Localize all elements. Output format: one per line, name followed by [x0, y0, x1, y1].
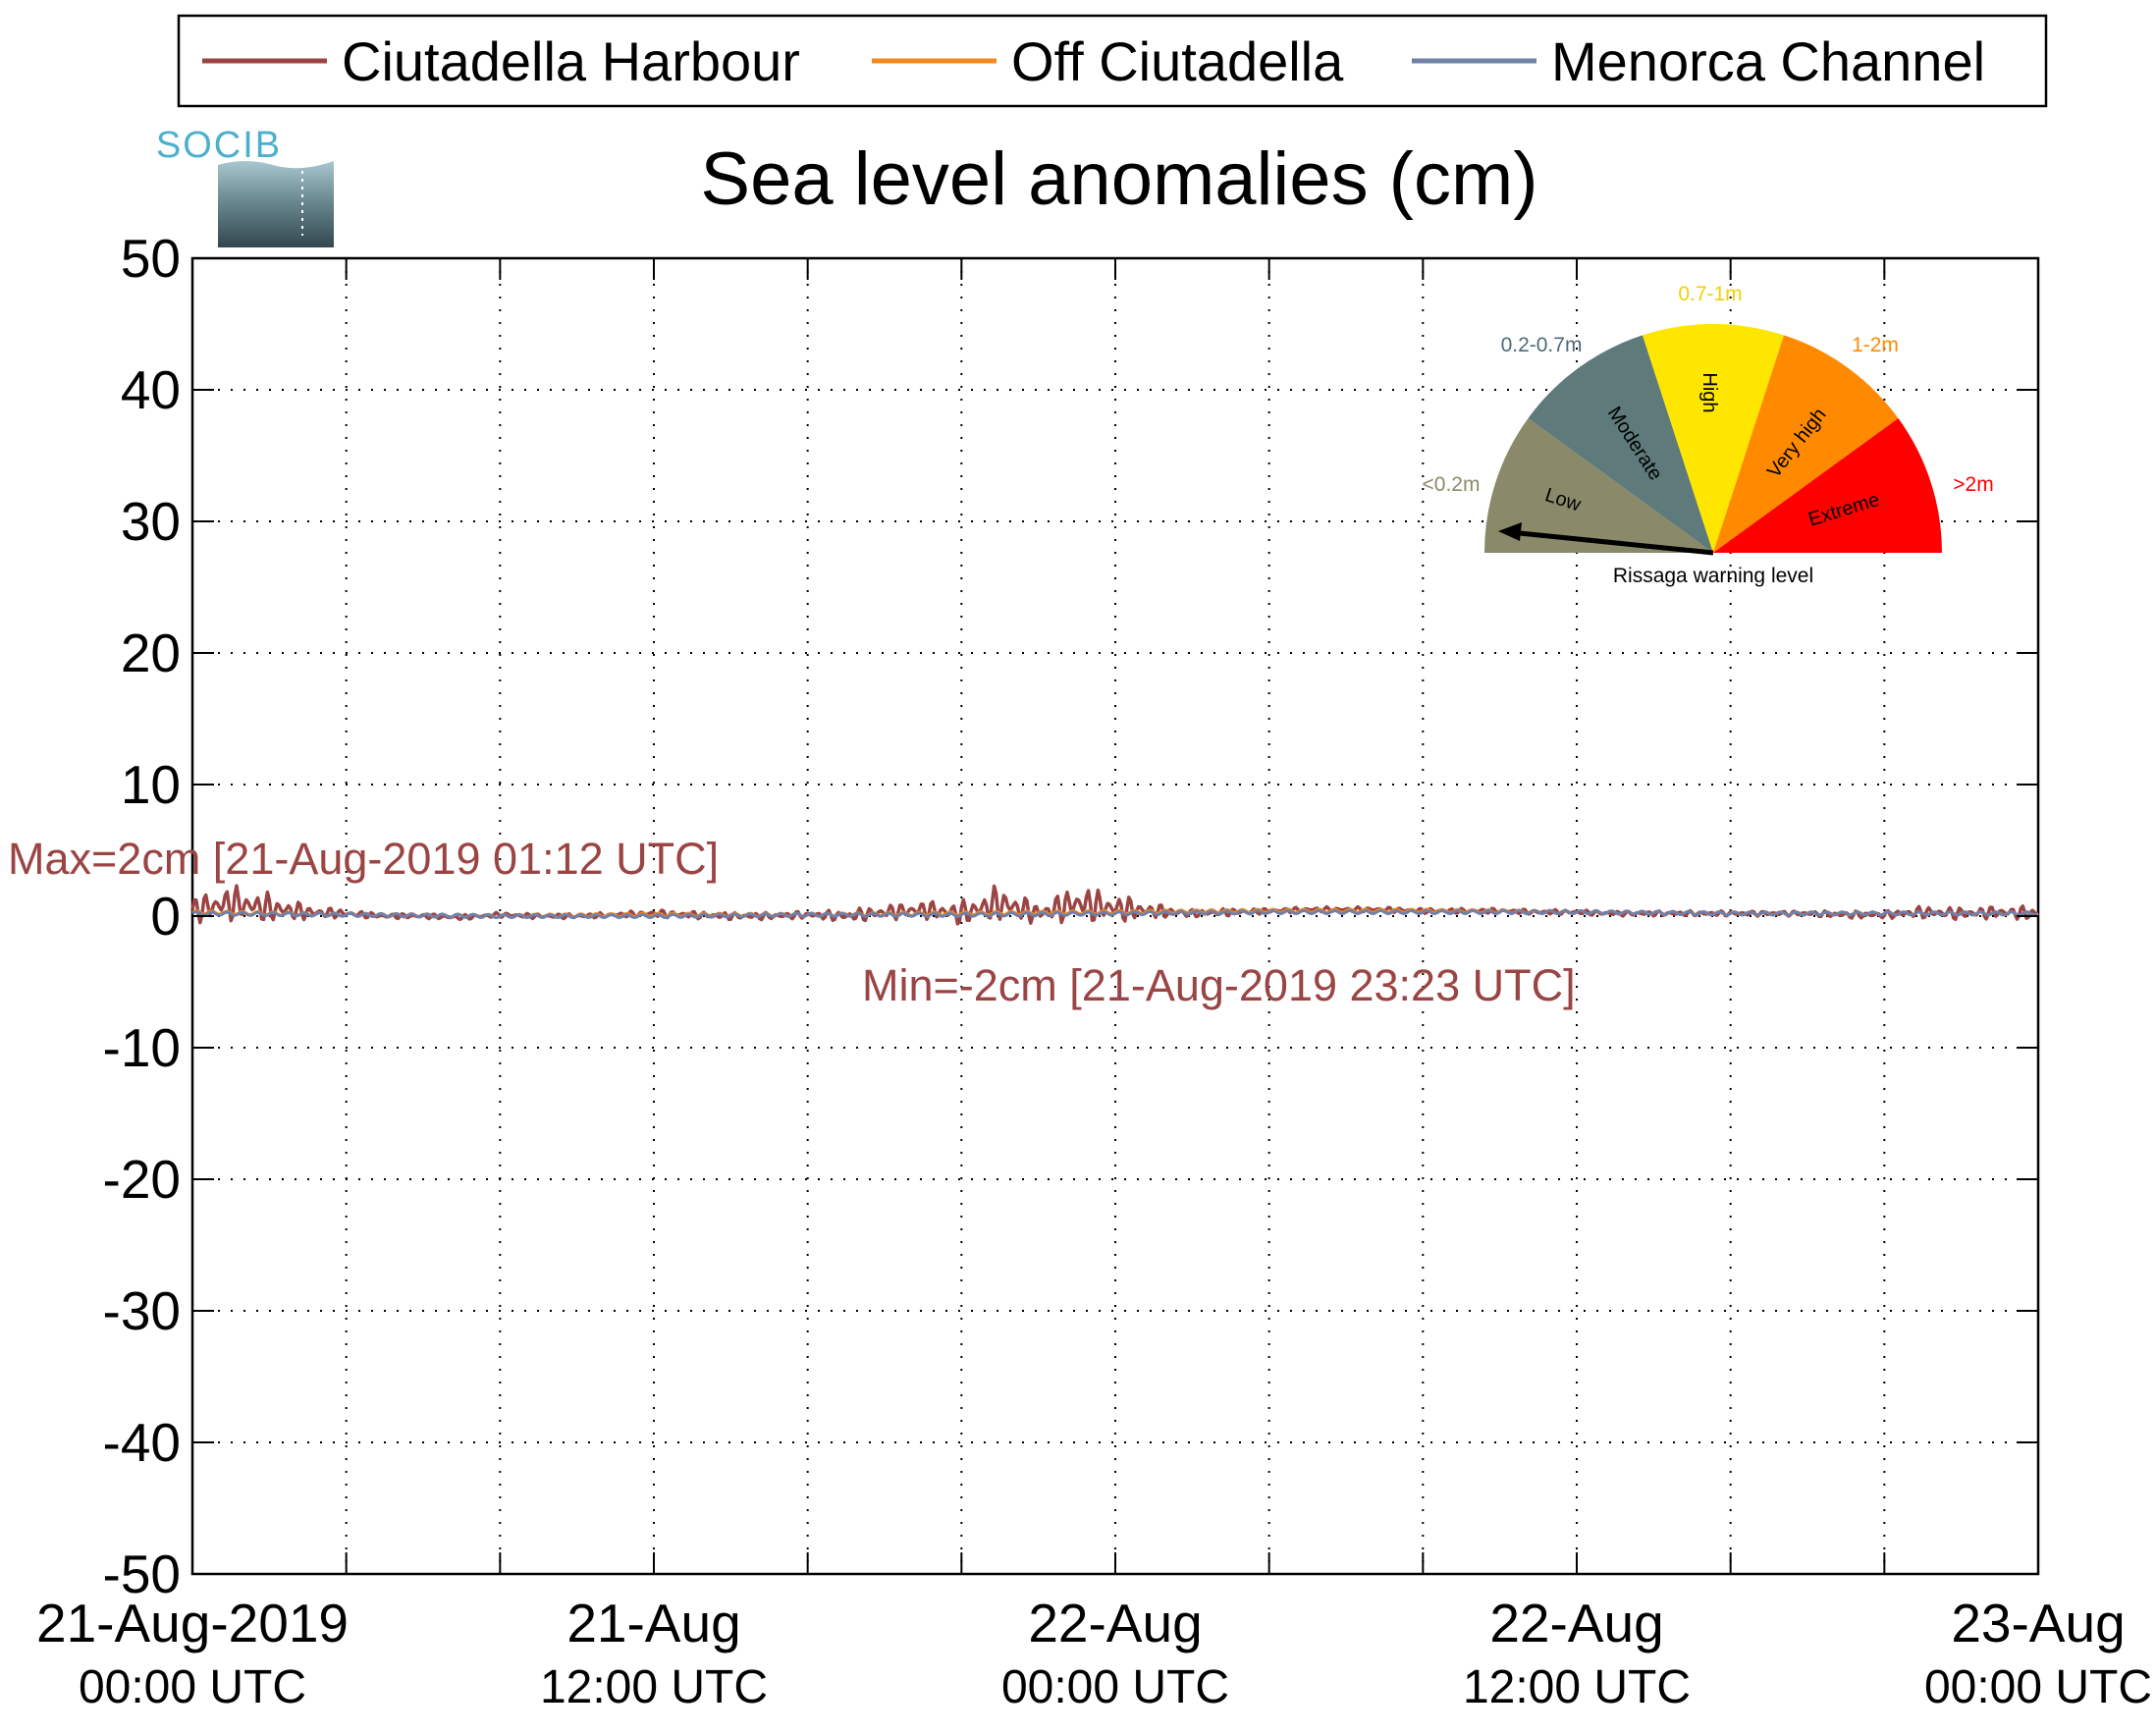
- y-tick-label: -20: [103, 1149, 182, 1210]
- socib-logo-text: SOCIB: [156, 125, 282, 166]
- chart-title: Sea level anomalies (cm): [700, 137, 1537, 221]
- y-tick-label: 0: [150, 886, 181, 947]
- socib-logo: SOCIB: [156, 125, 334, 247]
- gauge-segment-low: [1484, 418, 1713, 553]
- y-tick-label: 30: [121, 491, 181, 552]
- legend-label-menorca-channel: Menorca Channel: [1551, 30, 1985, 92]
- x-tick-labels: 21-Aug-2019 00:00 UTC 21-Aug 12:00 UTC 22-Au…: [36, 1593, 2152, 1713]
- x-tick-label-date: 22-Aug: [1028, 1593, 1202, 1654]
- gauge-segments: [1484, 323, 1942, 553]
- legend-label-ciutadella-harbour: Ciutadella Harbour: [342, 30, 800, 92]
- x-tick-label-time: 12:00 UTC: [1463, 1661, 1691, 1713]
- y-tick-label: -40: [103, 1412, 182, 1473]
- gauge-needle: [1509, 529, 1714, 556]
- min-annotation: Min=-2cm [21-Aug-2019 23:23 UTC]: [862, 960, 1576, 1010]
- gauge-segment-very-high: [1713, 335, 1899, 553]
- gauge-range-label: <0.2m: [1423, 473, 1481, 496]
- series-line-menorca-channel: [191, 908, 2039, 920]
- y-tick-label: 50: [121, 228, 181, 289]
- gauge-segment-extreme: [1713, 418, 1942, 553]
- gauge-needle-head: [1498, 522, 1522, 541]
- x-tick-label-date: 22-Aug: [1489, 1593, 1663, 1654]
- x-tick-label-date: 23-Aug: [1951, 1593, 2125, 1654]
- x-tick-label-date: 21-Aug: [566, 1593, 740, 1654]
- legend: Ciutadella Harbour Off Ciutadella Menorc…: [177, 14, 2048, 108]
- gauge-level-label: High: [1698, 372, 1720, 412]
- x-tick-label-time: 00:00 UTC: [1924, 1661, 2152, 1713]
- x-tick-label-time: 00:00 UTC: [1001, 1661, 1229, 1713]
- gauge-range-label: 0.2-0.7m: [1501, 334, 1583, 356]
- legend-box: [177, 14, 2048, 108]
- gauge-title: Rissaga warning level: [1613, 565, 1813, 587]
- legend-label-off-ciutadella: Off Ciutadella: [1011, 30, 1344, 92]
- gauge-range-label: 1-2m: [1852, 334, 1899, 356]
- gauge-range-label: >2m: [1953, 473, 1993, 496]
- x-tick-label-time: 12:00 UTC: [540, 1661, 768, 1713]
- y-tick-label: 10: [121, 754, 181, 815]
- y-tick-label: 40: [121, 359, 181, 420]
- gauge-segment-high: [1643, 323, 1784, 553]
- y-tick-label: -50: [103, 1544, 182, 1604]
- y-tick-label: -10: [103, 1017, 182, 1078]
- series-layer: [190, 884, 2039, 926]
- y-tick-labels: 50 40 30 20 10 0 -10 -20 -30 -40 -50: [103, 228, 182, 1604]
- gauge-segment-moderate: [1528, 335, 1713, 553]
- gauge-range-label: 0.7-1m: [1678, 283, 1742, 305]
- max-annotation: Max=2cm [21-Aug-2019 01:12 UTC]: [8, 834, 719, 884]
- y-tick-label: -30: [103, 1280, 182, 1341]
- rissaga-gauge: <0.2m Low0.2-0.7mModerate0.7-1mHigh1-2mVe…: [1423, 283, 1994, 587]
- y-tick-label: 20: [121, 623, 181, 683]
- x-tick-label-time: 00:00 UTC: [79, 1661, 306, 1713]
- x-tick-label-date: 21-Aug-2019: [36, 1593, 349, 1654]
- ticks: [191, 257, 2039, 1575]
